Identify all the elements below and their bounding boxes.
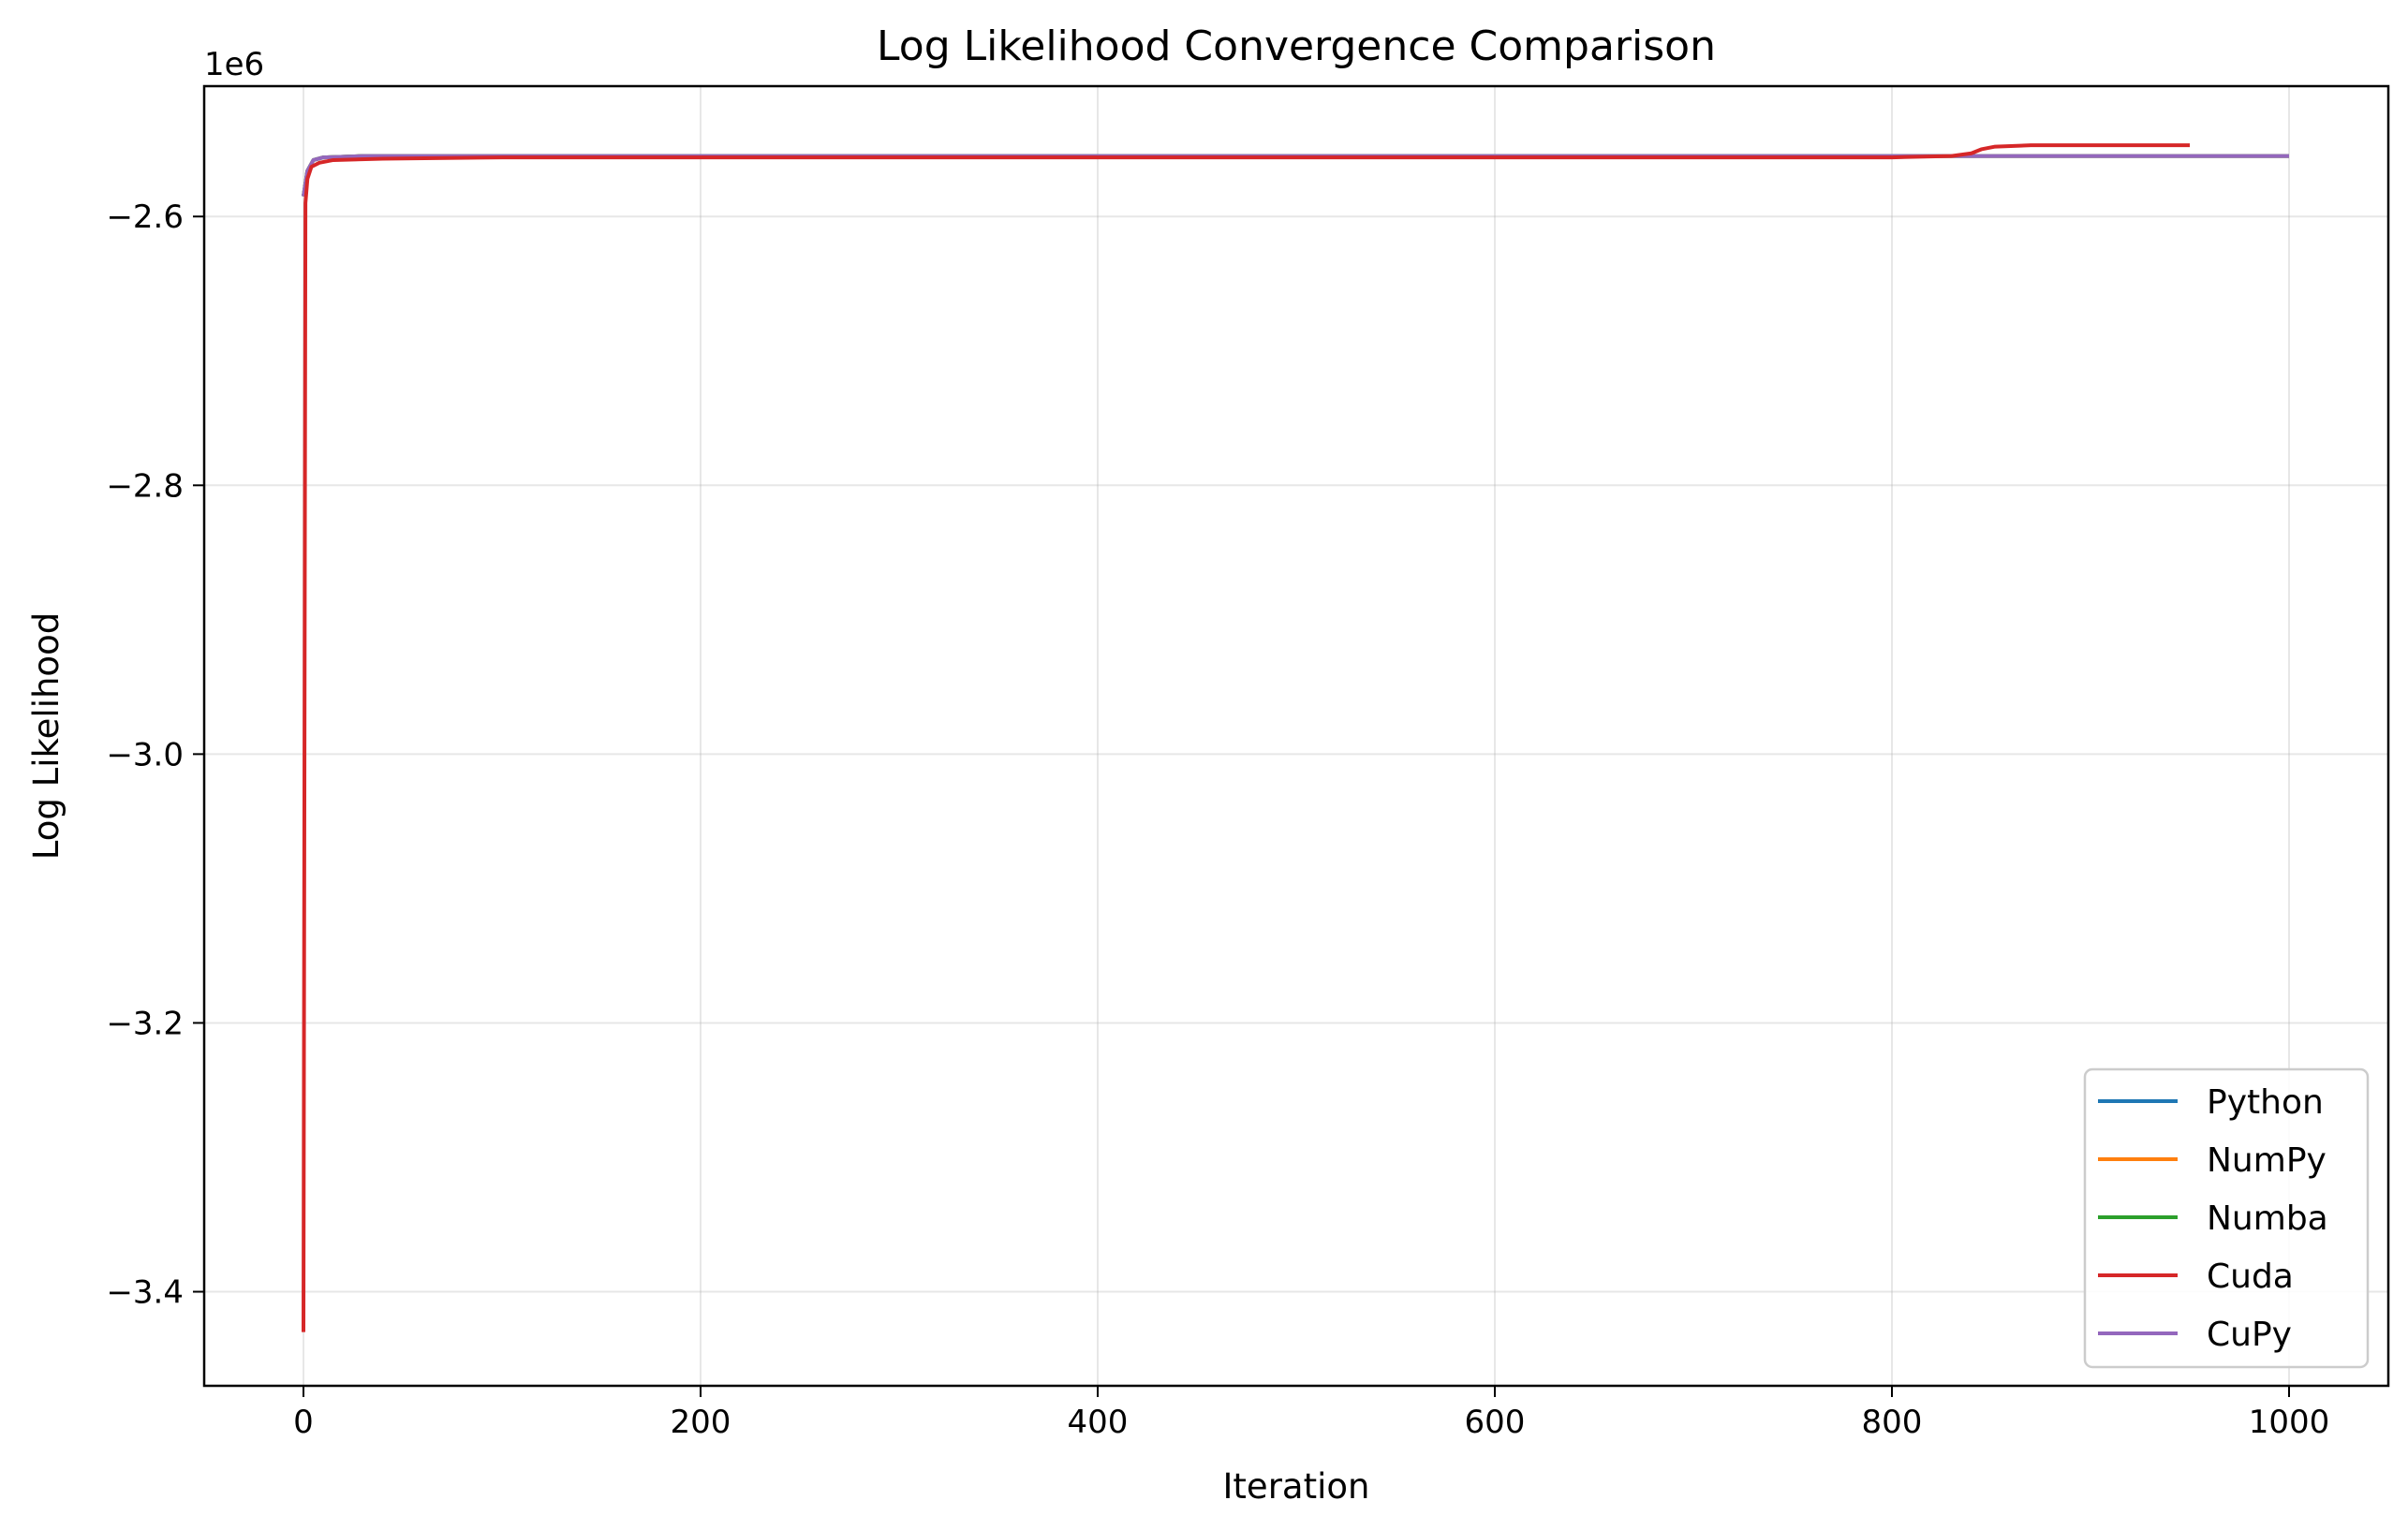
x-tick-label: 600 [1465,1404,1526,1441]
series-line-cuda [302,143,2190,1332]
axis-ticks: 0 200 400 600 800 1000 −3.4 −3.2 −3.0 −2.8 −2.6 [106,199,2329,1441]
grid-lines [204,86,2388,1386]
legend-label-python: Python [2207,1083,2324,1122]
y-tick-label: −3.0 [106,736,184,773]
legend-box [2083,1067,2370,1369]
legend: Python NumPy Numba Cuda CuPy [2083,1067,2370,1369]
legend-label-numpy: NumPy [2207,1141,2327,1180]
y-tick-label: −2.6 [106,199,184,236]
series-lines [302,143,2289,1332]
x-tick-label: 1000 [2249,1404,2330,1441]
x-tick-label: 200 [671,1404,731,1441]
x-tick-label: 400 [1068,1404,1129,1441]
y-tick-label: −3.2 [106,1005,184,1042]
y-tick-label: −2.8 [106,467,184,505]
chart-title: Log Likelihood Convergence Comparison [877,22,1716,70]
x-tick-label: 0 [293,1404,314,1441]
y-axis-label: Log Likelihood [26,612,66,860]
plot-area-frame [202,84,2390,1388]
legend-items: Python NumPy Numba Cuda CuPy [2098,1083,2328,1354]
y-axis-offset-label: 1e6 [204,46,264,83]
y-tick-label: −3.4 [106,1274,184,1312]
legend-label-cuda: Cuda [2207,1258,2294,1296]
legend-label-numba: Numba [2207,1199,2328,1238]
x-axis-label: Iteration [1223,1466,1370,1507]
x-tick-label: 800 [1862,1404,1923,1441]
legend-label-cupy: CuPy [2207,1316,2292,1354]
